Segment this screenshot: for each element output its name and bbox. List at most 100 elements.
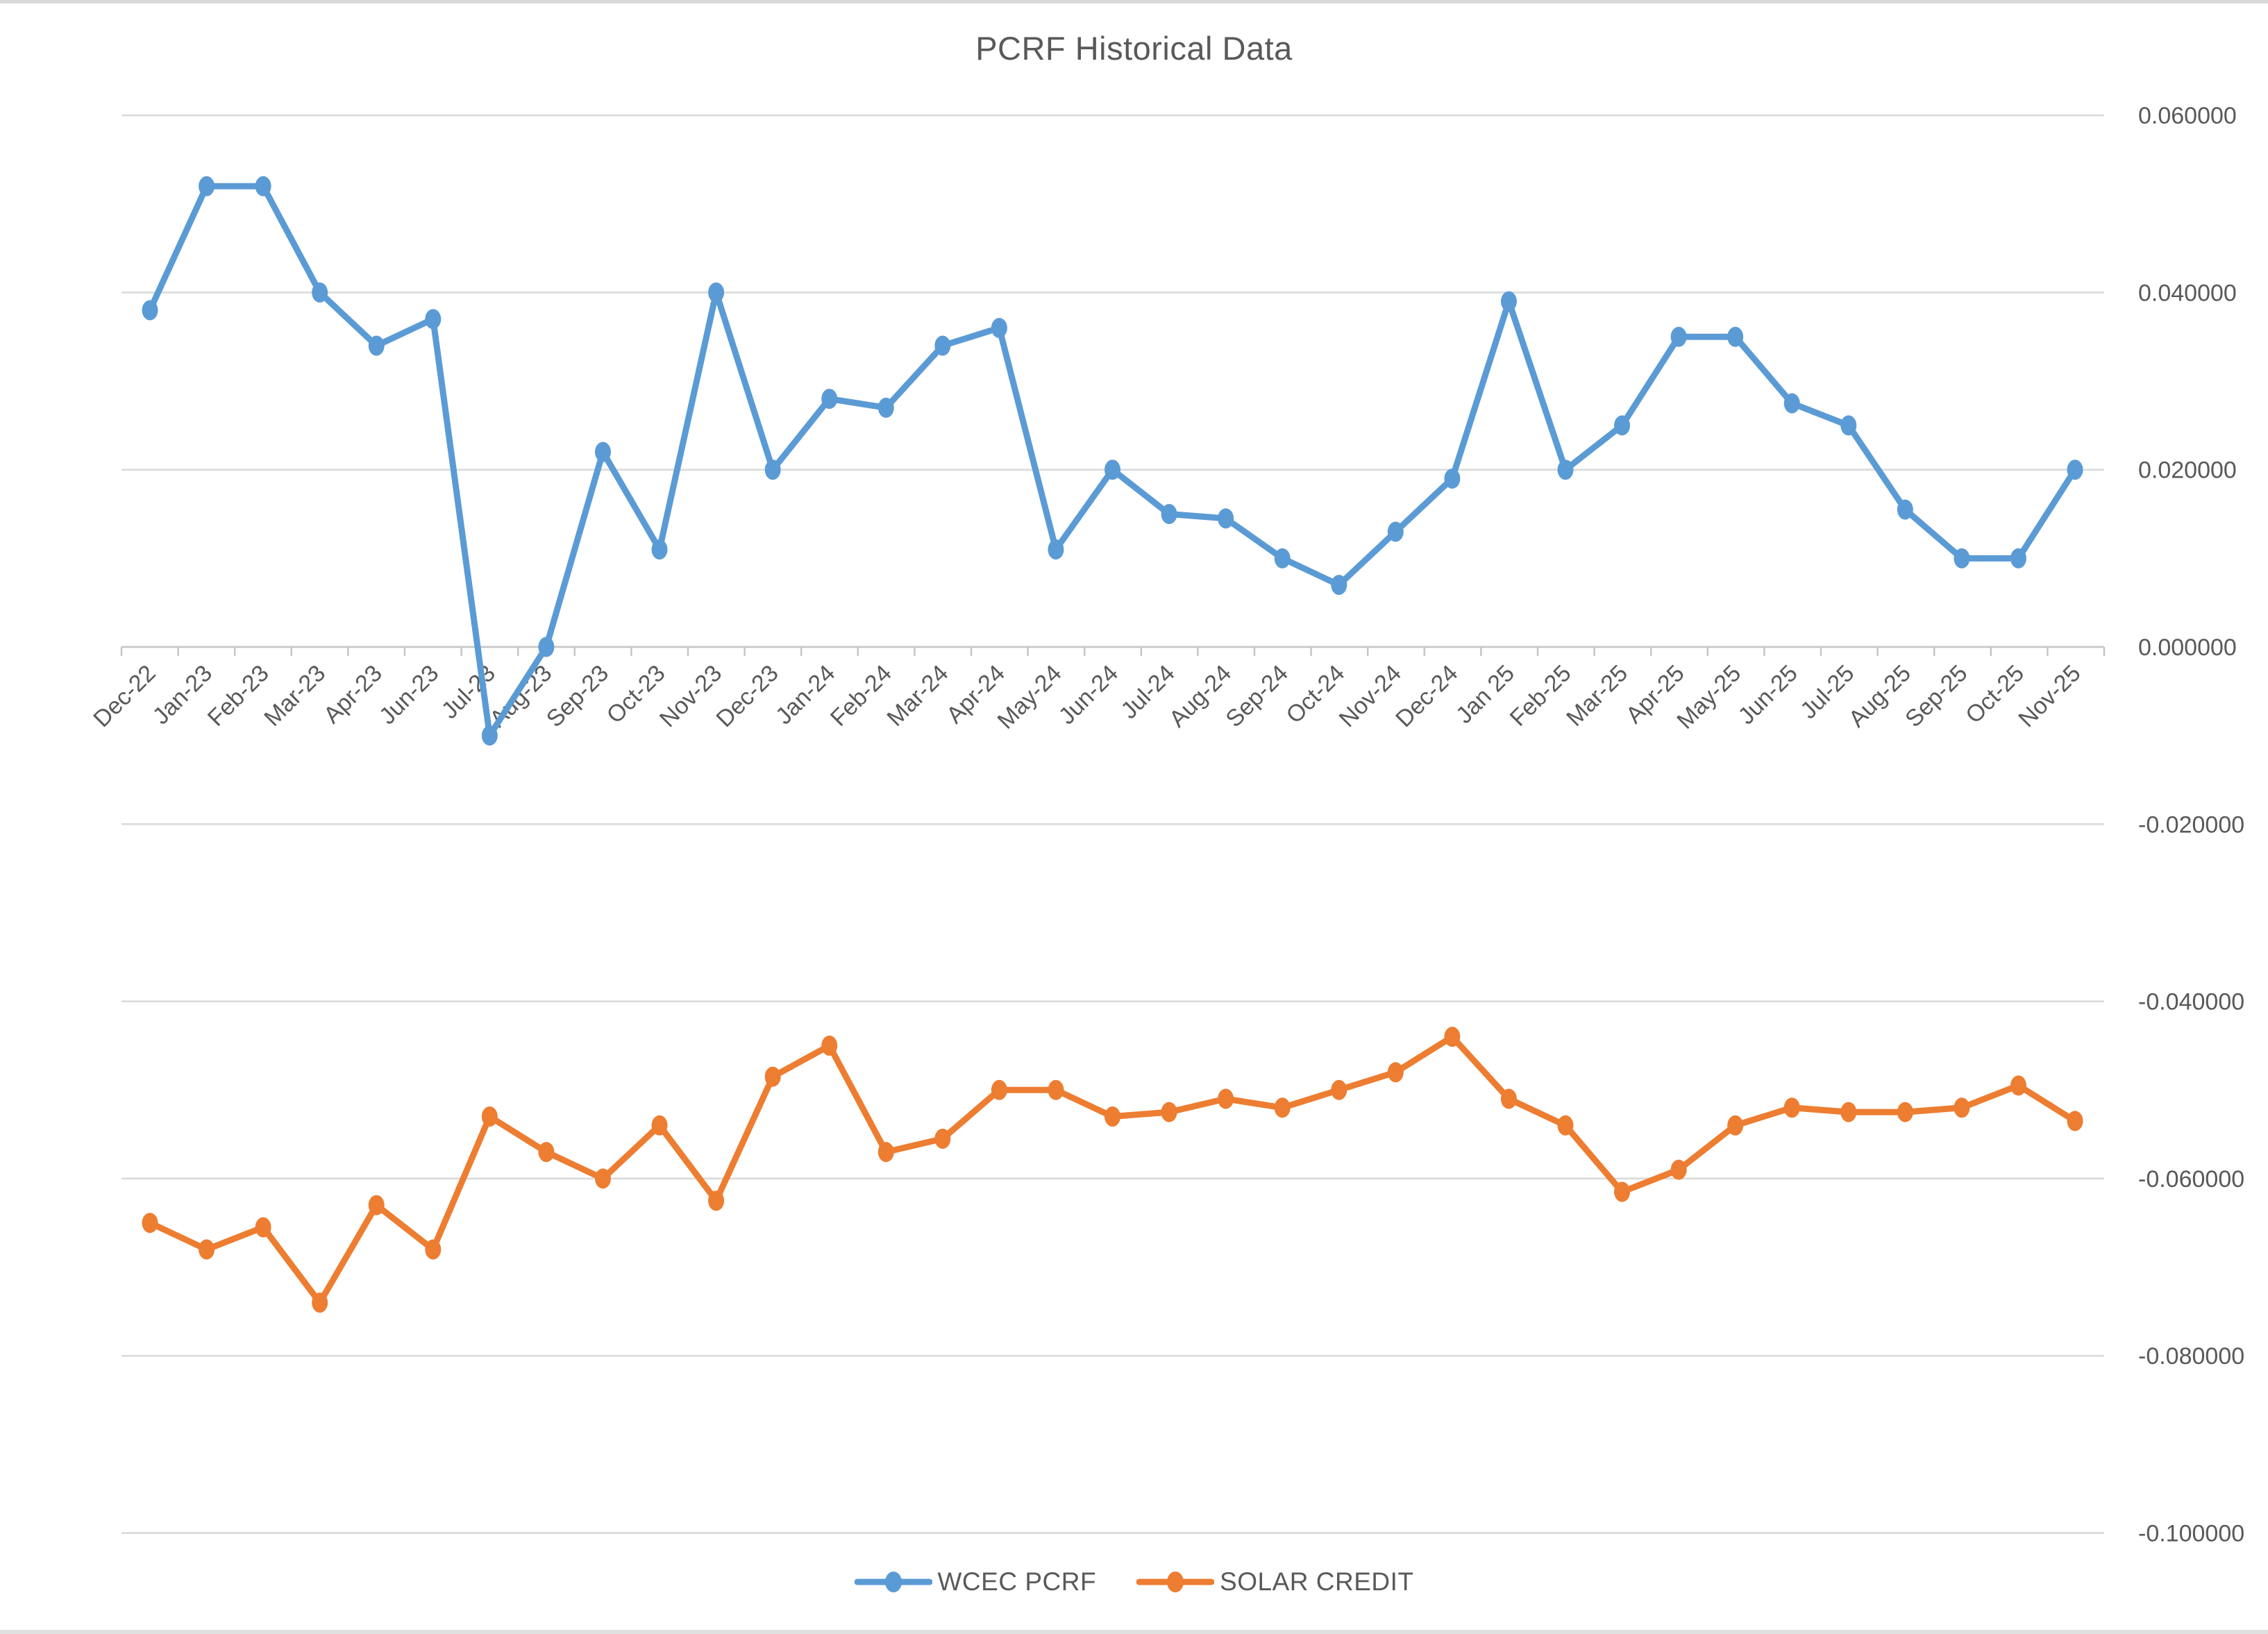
y-axis-label: 0.060000 xyxy=(2138,103,2237,129)
data-point-marker xyxy=(1557,1115,1574,1136)
data-point-marker xyxy=(1954,548,1970,568)
x-axis-label: Mar-24 xyxy=(882,660,953,732)
data-point-marker xyxy=(312,282,328,303)
window-bottom-edge xyxy=(0,1630,2268,1634)
x-axis-label: Feb-25 xyxy=(1505,660,1577,732)
data-point-marker xyxy=(1444,1027,1461,1047)
data-point-marker xyxy=(538,1142,555,1163)
chart-title: PCRF Historical Data xyxy=(975,30,1293,67)
data-point-marker xyxy=(1727,326,1744,347)
data-point-marker xyxy=(1500,1088,1517,1109)
data-point-marker xyxy=(1218,508,1234,529)
data-point-marker xyxy=(199,1239,215,1260)
data-point-marker xyxy=(481,725,498,746)
data-point-marker xyxy=(1104,460,1121,480)
x-axis-label: Feb-24 xyxy=(825,660,897,732)
data-point-marker xyxy=(1387,1062,1404,1083)
x-axis-label: Sep-23 xyxy=(541,660,614,732)
x-axis-label: Sep-25 xyxy=(1900,660,1972,732)
data-point-marker xyxy=(368,1195,385,1215)
data-point-marker xyxy=(764,1066,781,1087)
data-point-marker xyxy=(1387,521,1404,542)
x-axis-label: Nov-23 xyxy=(655,660,727,732)
x-axis-label: May-24 xyxy=(993,660,1067,734)
data-point-marker xyxy=(142,300,158,321)
data-point-marker xyxy=(764,460,781,480)
legend-label: SOLAR CREDIT xyxy=(1220,1567,1414,1596)
data-point-marker xyxy=(991,317,1007,338)
data-point-marker xyxy=(142,1213,158,1233)
data-point-marker xyxy=(934,335,951,356)
y-axis-label: 0.040000 xyxy=(2138,280,2237,306)
y-axis-label: -0.020000 xyxy=(2138,811,2244,838)
legend-label: WCEC PCRF xyxy=(937,1567,1097,1596)
data-point-marker xyxy=(1840,1102,1857,1122)
x-axis-label: Dec-23 xyxy=(711,660,783,732)
y-axis-label: -0.080000 xyxy=(2138,1343,2244,1370)
data-point-marker xyxy=(1783,393,1800,414)
data-point-marker xyxy=(594,441,611,462)
data-point-marker xyxy=(1897,1102,1913,1122)
x-axis-label: Jan-24 xyxy=(771,660,840,730)
data-point-marker xyxy=(2067,1111,2083,1131)
data-point-marker xyxy=(2010,548,2026,568)
data-point-marker xyxy=(1500,291,1517,312)
data-point-marker xyxy=(708,1190,725,1211)
data-point-marker xyxy=(1048,539,1064,560)
data-point-marker xyxy=(538,637,555,657)
data-point-marker xyxy=(934,1128,951,1149)
legend-item-solar-credit[interactable]: SOLAR CREDIT xyxy=(1136,1567,1413,1597)
legend-marker-line-icon xyxy=(1136,1572,1215,1592)
data-point-marker xyxy=(1557,460,1574,480)
window-top-edge xyxy=(0,0,2268,3)
data-point-marker xyxy=(255,176,271,196)
data-point-marker xyxy=(425,1239,442,1260)
x-axis-label: Dec-22 xyxy=(88,660,160,732)
data-point-marker xyxy=(1897,499,1913,520)
y-axis-label: -0.040000 xyxy=(2138,989,2244,1016)
data-point-marker xyxy=(255,1217,271,1238)
x-axis-label: Aug-25 xyxy=(1844,660,1916,732)
x-axis-label: Nov-25 xyxy=(2013,660,2085,732)
data-point-marker xyxy=(368,335,385,356)
data-point-marker xyxy=(1954,1097,1970,1118)
data-point-marker xyxy=(1444,468,1461,489)
data-point-marker xyxy=(1274,1097,1291,1118)
data-point-marker xyxy=(1670,1159,1687,1180)
data-point-marker xyxy=(821,1035,838,1056)
x-axis-label: Feb-23 xyxy=(203,660,274,732)
data-point-marker xyxy=(1104,1106,1121,1127)
data-point-marker xyxy=(821,389,838,410)
data-point-marker xyxy=(1161,1102,1177,1122)
x-axis-label: Jun-24 xyxy=(1054,660,1123,730)
data-point-marker xyxy=(1783,1097,1800,1118)
data-point-marker xyxy=(1727,1115,1744,1136)
x-axis-label: Mar-23 xyxy=(259,660,330,732)
y-axis-label: 0.020000 xyxy=(2138,457,2237,484)
data-point-marker xyxy=(594,1168,611,1189)
data-point-marker xyxy=(877,397,894,418)
data-point-marker xyxy=(312,1292,328,1313)
data-point-marker xyxy=(199,176,215,196)
data-point-marker xyxy=(1161,504,1177,525)
data-point-marker xyxy=(2010,1075,2026,1096)
data-point-marker xyxy=(877,1142,894,1163)
data-point-marker xyxy=(651,1115,668,1136)
data-point-marker xyxy=(481,1106,498,1127)
data-point-marker xyxy=(1840,415,1857,436)
x-axis-label: Apr-23 xyxy=(319,660,387,729)
data-point-marker xyxy=(1331,1079,1347,1100)
data-point-marker xyxy=(1614,1181,1631,1202)
legend-item-wcec-pcrf[interactable]: WCEC PCRF xyxy=(854,1567,1097,1597)
x-axis-label: Jun-23 xyxy=(374,660,444,730)
data-point-marker xyxy=(1670,326,1687,347)
y-axis-label: -0.060000 xyxy=(2138,1166,2244,1193)
series-line-solar-credit xyxy=(146,1034,2078,1306)
y-axis-label: -0.100000 xyxy=(2138,1521,2244,1547)
x-axis-label: Jun-25 xyxy=(1733,660,1803,730)
x-axis-label: Jan-23 xyxy=(148,660,217,730)
x-axis-label: Sep-24 xyxy=(1220,660,1293,732)
data-point-marker xyxy=(2067,460,2083,480)
